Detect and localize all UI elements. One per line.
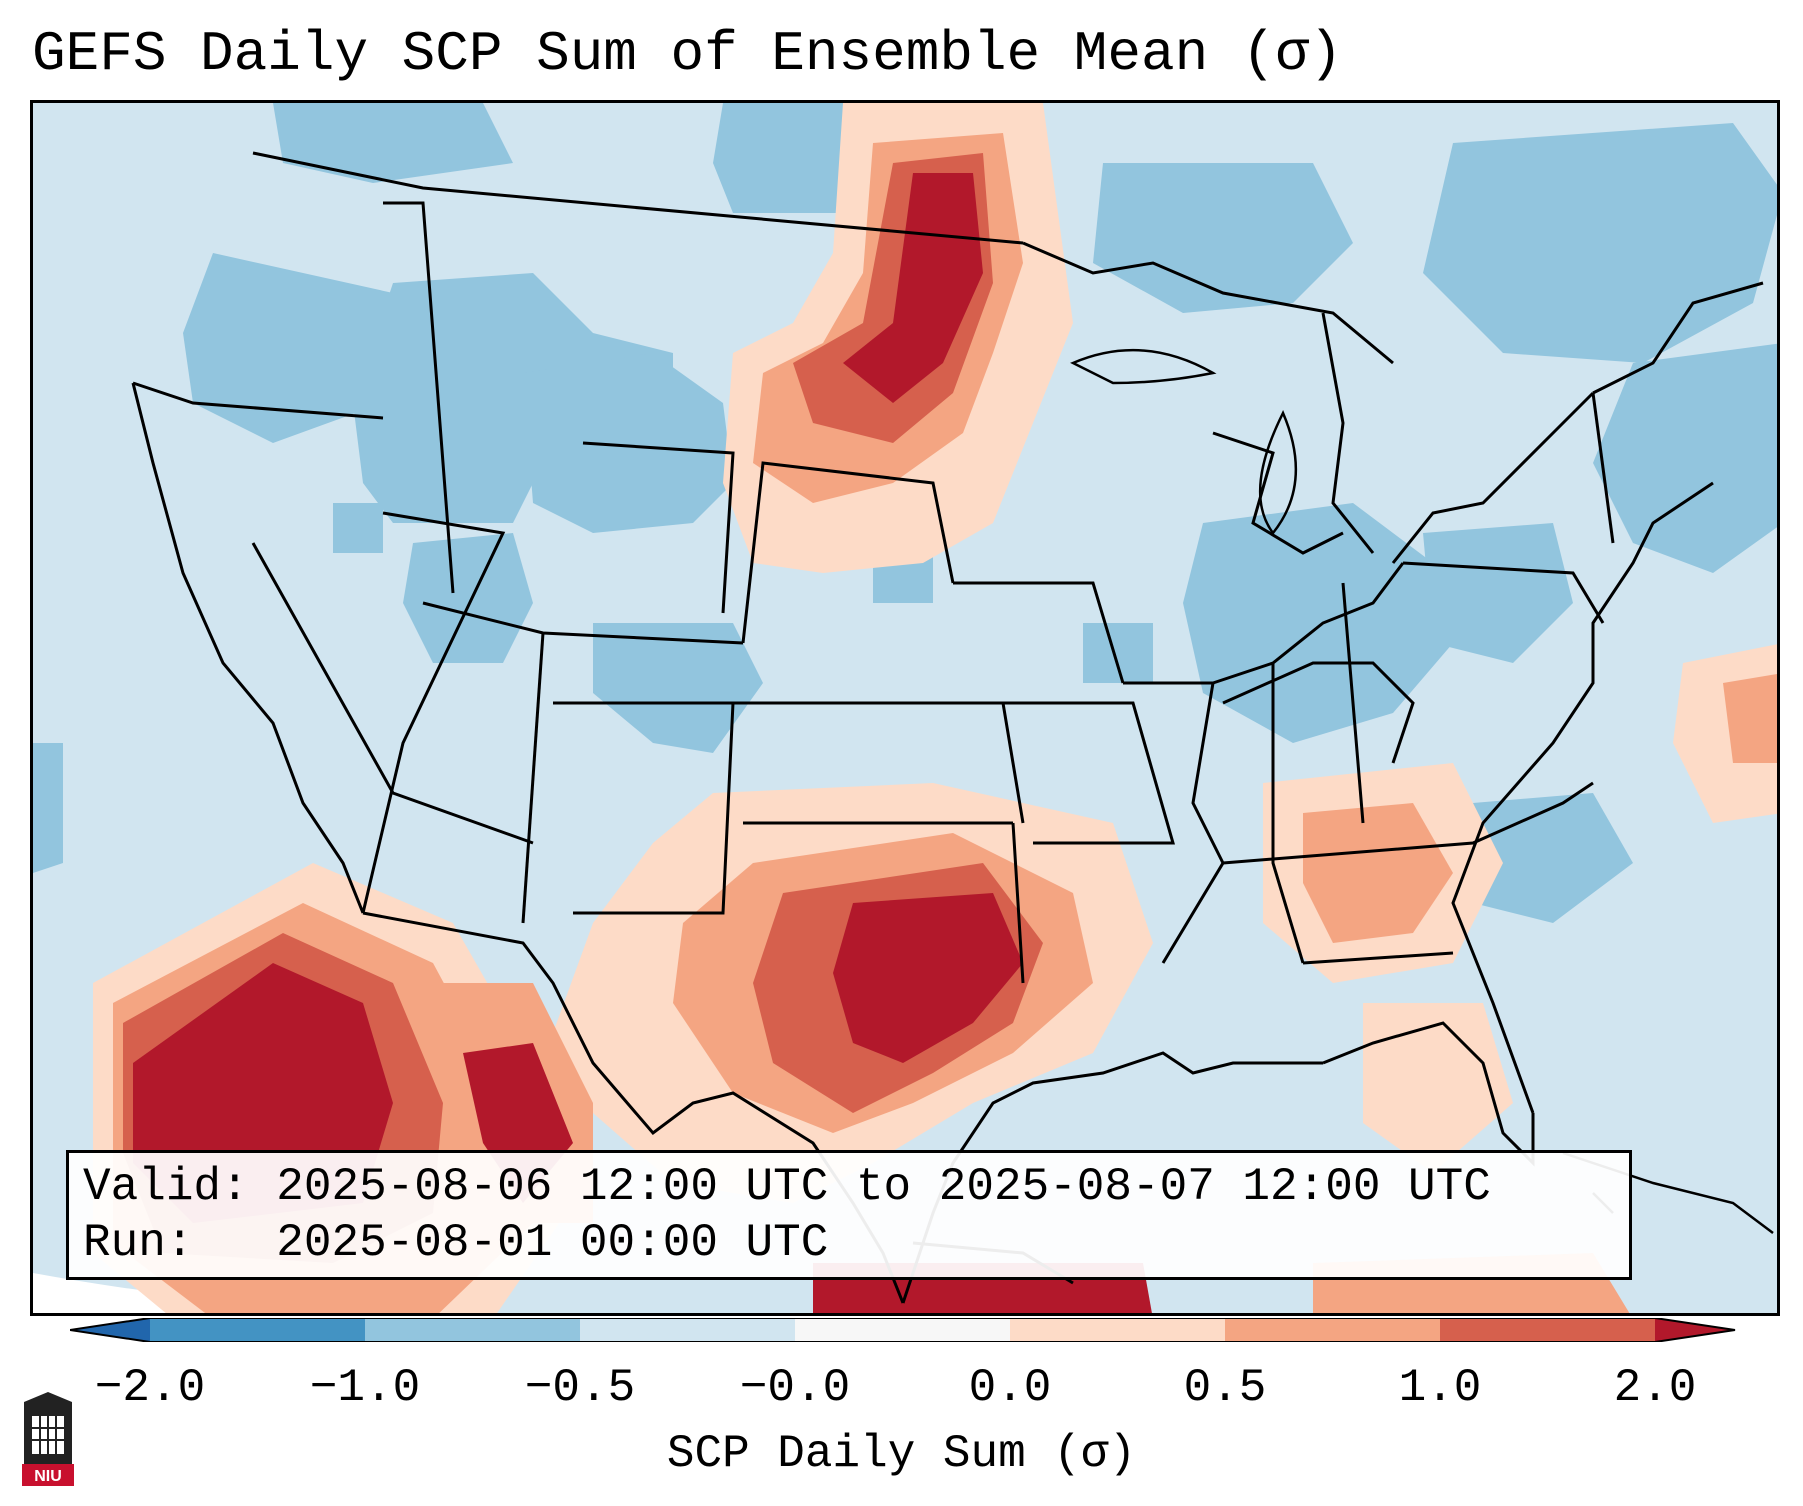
colorbar-bin: [1010, 1318, 1225, 1342]
run-label: Run:: [83, 1217, 194, 1269]
colorbar-bin: [1440, 1318, 1655, 1342]
projection-edge: [33, 1273, 374, 1313]
colorbar-tick-label: 0.5: [1183, 1362, 1267, 1414]
valid-text: 2025-08-06 12:00 UTC to 2025-08-07 12:00…: [276, 1161, 1491, 1213]
colorbar-tick-label: 2.0: [1613, 1362, 1697, 1414]
colorbar-bin: [1225, 1318, 1440, 1342]
colorbar-tick-label: 0.0: [968, 1362, 1052, 1414]
colorbar-bin: [150, 1318, 365, 1342]
run-text: 2025-08-01 00:00 UTC: [276, 1217, 829, 1269]
colorbar-over-arrow: [1655, 1318, 1735, 1342]
map-svg: [33, 103, 1777, 1313]
map-panel: [30, 100, 1780, 1316]
colorbar-bin: [795, 1318, 1010, 1342]
colorbar: [70, 1318, 1736, 1342]
colorbar-under-arrow: [70, 1318, 150, 1342]
colorbar-bin: [580, 1318, 795, 1342]
colorbar-tick-label: 1.0: [1398, 1362, 1482, 1414]
niu-logo-icon: NIU: [22, 1392, 74, 1486]
valid-run-box: Valid: 2025-08-06 12:00 UTC to 2025-08-0…: [66, 1150, 1632, 1280]
colorbar-outline: [70, 1318, 1736, 1342]
colorbar-tick-label: −0.0: [739, 1362, 851, 1414]
svg-text:NIU: NIU: [34, 1468, 62, 1485]
valid-label: Valid:: [83, 1161, 249, 1213]
colorbar-tick-label: −2.0: [94, 1362, 206, 1414]
colorbar-label: SCP Daily Sum (σ): [666, 1428, 1137, 1480]
chart-title: GEFS Daily SCP Sum of Ensemble Mean (σ): [32, 22, 1343, 86]
colorbar-tick-label: −0.5: [524, 1362, 636, 1414]
colorbar-tick-label: −1.0: [309, 1362, 421, 1414]
colorbar-bin: [365, 1318, 580, 1342]
